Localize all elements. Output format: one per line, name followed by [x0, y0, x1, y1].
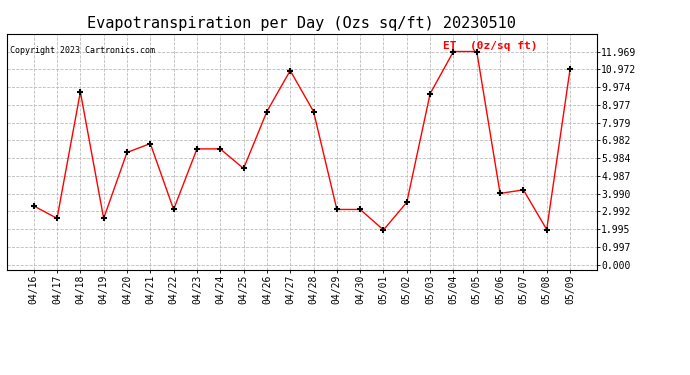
Title: Evapotranspiration per Day (Ozs sq/ft) 20230510: Evapotranspiration per Day (Ozs sq/ft) 2… [88, 16, 516, 31]
Text: Copyright 2023 Cartronics.com: Copyright 2023 Cartronics.com [10, 46, 155, 55]
Text: ET  (0z/sq ft): ET (0z/sq ft) [444, 41, 538, 51]
